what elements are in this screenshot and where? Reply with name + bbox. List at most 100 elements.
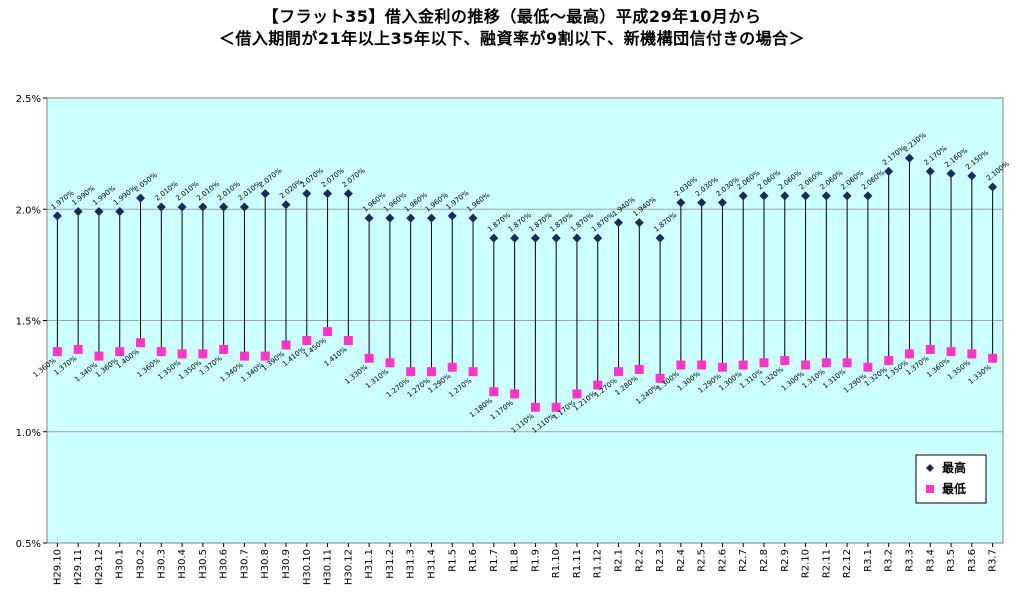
high-point bbox=[510, 233, 520, 243]
low-point bbox=[115, 347, 125, 357]
low-point bbox=[364, 353, 374, 363]
high-point bbox=[593, 233, 603, 243]
y-tick-label: 1.0% bbox=[16, 428, 41, 439]
high-point bbox=[801, 191, 811, 201]
x-tick-label: R3.4 bbox=[925, 549, 936, 572]
x-tick-label: R1.9 bbox=[530, 549, 541, 572]
x-tick-label: R3.6 bbox=[967, 549, 978, 572]
low-point bbox=[73, 344, 83, 354]
y-tick-label: 2.5% bbox=[16, 94, 41, 105]
low-point bbox=[904, 349, 914, 359]
high-point bbox=[94, 206, 104, 216]
low-point bbox=[219, 344, 229, 354]
x-tick-label: H30.6 bbox=[219, 549, 230, 579]
high-point bbox=[676, 198, 686, 208]
x-tick-label: R3.5 bbox=[946, 549, 957, 572]
high-point bbox=[219, 202, 229, 212]
high-point bbox=[489, 233, 499, 243]
x-tick-label: R1.5 bbox=[447, 549, 458, 572]
x-tick-label: R1.10 bbox=[551, 549, 562, 578]
high-point bbox=[302, 189, 312, 199]
high-point bbox=[156, 202, 166, 212]
high-point bbox=[946, 169, 956, 179]
low-point bbox=[572, 389, 582, 399]
high-point bbox=[239, 202, 249, 212]
x-tick-label: R2.7 bbox=[738, 549, 749, 572]
x-tick-label: H29.12 bbox=[94, 549, 105, 585]
low-point bbox=[468, 367, 478, 377]
x-tick-label: H29.11 bbox=[73, 549, 84, 585]
x-tick-label: R2.1 bbox=[614, 549, 625, 572]
high-point bbox=[842, 191, 852, 201]
y-tick-label: 0.5% bbox=[16, 539, 41, 550]
x-tick-label: R3.2 bbox=[884, 549, 895, 572]
high-point bbox=[260, 189, 270, 199]
high-point bbox=[385, 213, 395, 223]
low-point bbox=[967, 349, 977, 359]
high-point bbox=[198, 202, 208, 212]
high-point bbox=[364, 213, 374, 223]
legend-high-label: 最高 bbox=[942, 460, 966, 475]
high-point bbox=[73, 206, 83, 216]
low-point bbox=[198, 349, 208, 359]
x-tick-label: H31.3 bbox=[406, 549, 417, 579]
high-point bbox=[530, 233, 540, 243]
low-point bbox=[801, 360, 811, 370]
x-tick-label: H30.7 bbox=[239, 549, 250, 579]
x-tick-label: H30.1 bbox=[115, 549, 126, 579]
high-point bbox=[551, 233, 561, 243]
high-point bbox=[717, 198, 727, 208]
low-point bbox=[634, 364, 644, 374]
low-point bbox=[156, 347, 166, 357]
low-point bbox=[52, 347, 62, 357]
high-point bbox=[884, 166, 894, 176]
low-point bbox=[510, 389, 520, 399]
x-tick-label: R3.7 bbox=[988, 549, 999, 572]
low-point bbox=[239, 351, 249, 361]
x-tick-label: R1.11 bbox=[572, 549, 583, 578]
low-point bbox=[323, 327, 333, 337]
high-point bbox=[281, 200, 291, 210]
low-point bbox=[136, 338, 146, 348]
x-tick-label: R1.6 bbox=[468, 549, 479, 572]
low-point bbox=[717, 362, 727, 372]
low-point bbox=[593, 380, 603, 390]
x-tick-label: H30.10 bbox=[302, 549, 313, 585]
high-point bbox=[323, 189, 333, 199]
legend-box bbox=[915, 454, 987, 504]
low-point bbox=[260, 351, 270, 361]
x-tick-label: R1.12 bbox=[593, 549, 604, 578]
low-point bbox=[551, 402, 561, 412]
y-tick-label: 2.0% bbox=[16, 205, 41, 216]
x-tick-label: R3.3 bbox=[904, 549, 915, 572]
high-point bbox=[52, 211, 62, 221]
low-point bbox=[676, 360, 686, 370]
x-tick-label: H30.8 bbox=[260, 549, 271, 579]
high-point bbox=[759, 191, 769, 201]
low-point bbox=[530, 402, 540, 412]
low-point bbox=[780, 356, 790, 366]
high-point bbox=[426, 213, 436, 223]
low-point bbox=[925, 344, 935, 354]
x-tick-label: R2.10 bbox=[801, 549, 812, 578]
x-tick-label: H30.11 bbox=[323, 549, 334, 585]
x-tick-label: R2.4 bbox=[676, 549, 687, 572]
x-tick-label: H30.5 bbox=[198, 549, 209, 579]
x-tick-label: R2.8 bbox=[759, 549, 770, 572]
low-point bbox=[614, 367, 624, 377]
legend-high-marker bbox=[926, 464, 934, 472]
low-point bbox=[281, 340, 291, 350]
chart-subtitle: ＜借入期間が21年以上35年以下、融資率が9割以下、新機構団信付きの場合＞ bbox=[218, 29, 806, 48]
high-point bbox=[136, 193, 146, 203]
high-point bbox=[572, 233, 582, 243]
x-tick-label: H30.12 bbox=[343, 549, 354, 585]
high-point bbox=[447, 211, 457, 221]
high-point bbox=[343, 189, 353, 199]
x-tick-label: R2.9 bbox=[780, 549, 791, 572]
low-point bbox=[177, 349, 187, 359]
chart-title: 【フラット35】借入金利の推移（最低～最高）平成29年10月から bbox=[262, 7, 762, 26]
x-tick-label: H31.2 bbox=[385, 549, 396, 579]
low-point bbox=[697, 360, 707, 370]
